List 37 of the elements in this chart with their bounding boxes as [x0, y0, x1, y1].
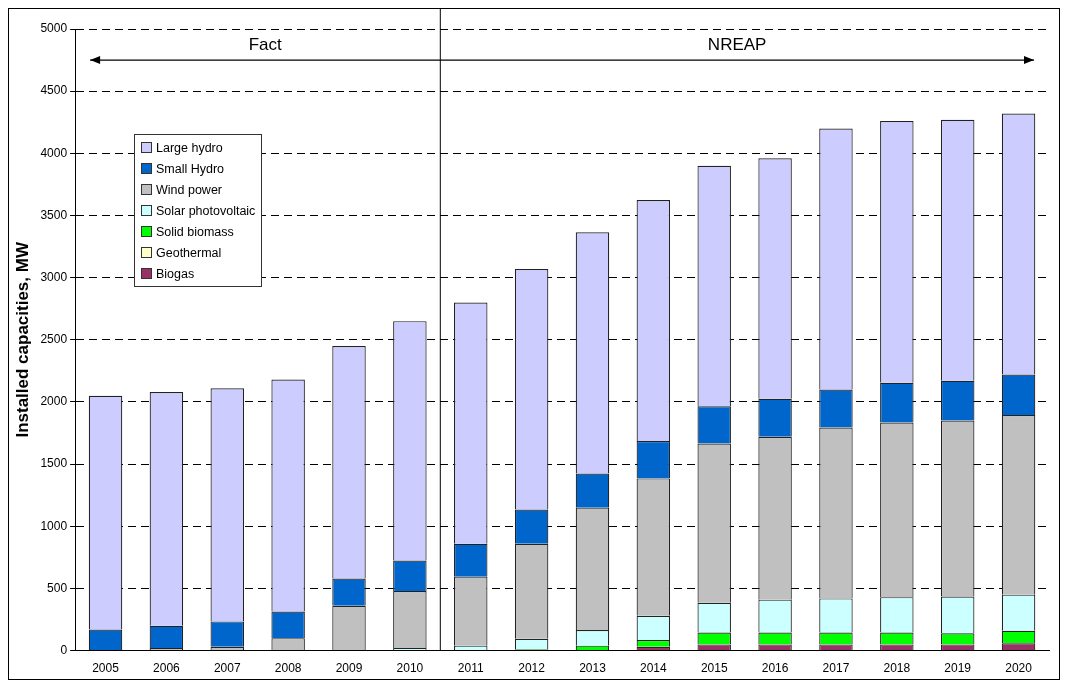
- y-tick-label: 2000: [40, 394, 68, 409]
- legend-label: Geothermal: [156, 245, 222, 260]
- legend-label: Solid biomass: [156, 224, 234, 239]
- x-tick-label: 2020: [1005, 661, 1033, 676]
- y-tick-label: 4500: [40, 83, 68, 98]
- x-tick-label: 2005: [92, 661, 120, 676]
- legend-label: Large hydro: [156, 140, 223, 155]
- x-tick-label: 2008: [274, 661, 302, 676]
- y-tick-label: 1000: [40, 518, 68, 533]
- x-tick-label: 2011: [457, 661, 484, 676]
- x-tick-label: 2015: [700, 661, 728, 676]
- annotation: NREAP: [707, 35, 767, 55]
- y-tick-label: 0: [60, 642, 68, 657]
- y-tick-label: 3500: [40, 207, 68, 222]
- legend-label: Small Hydro: [156, 161, 225, 176]
- legend-label: Wind power: [156, 182, 222, 197]
- x-tick-label: 2007: [213, 661, 241, 676]
- x-tick-label: 2017: [822, 661, 850, 676]
- y-tick-label: 5000: [40, 21, 68, 36]
- x-tick-label: 2014: [640, 661, 668, 676]
- y-tick-label: 4000: [40, 145, 68, 160]
- legend-label: Biogas: [156, 266, 195, 281]
- y-tick-label: 500: [47, 580, 68, 595]
- y-tick-label: 2500: [40, 332, 68, 347]
- x-tick-label: 2009: [335, 661, 363, 676]
- y-axis-title: Installed capacities, MW: [12, 241, 32, 438]
- x-tick-label: 2013: [579, 661, 607, 676]
- y-tick-label: 3000: [40, 269, 68, 284]
- x-tick-label: 2012: [518, 661, 546, 676]
- x-tick-label: 2018: [883, 661, 911, 676]
- y-tick-label: 1500: [40, 456, 68, 471]
- x-tick-label: 2016: [761, 661, 789, 676]
- x-tick-label: 2010: [396, 661, 424, 676]
- annotation: Fact: [248, 35, 283, 55]
- x-tick-label: 2019: [944, 661, 972, 676]
- x-tick-label: 2006: [153, 661, 181, 676]
- legend-label: Solar photovoltaic: [156, 203, 256, 218]
